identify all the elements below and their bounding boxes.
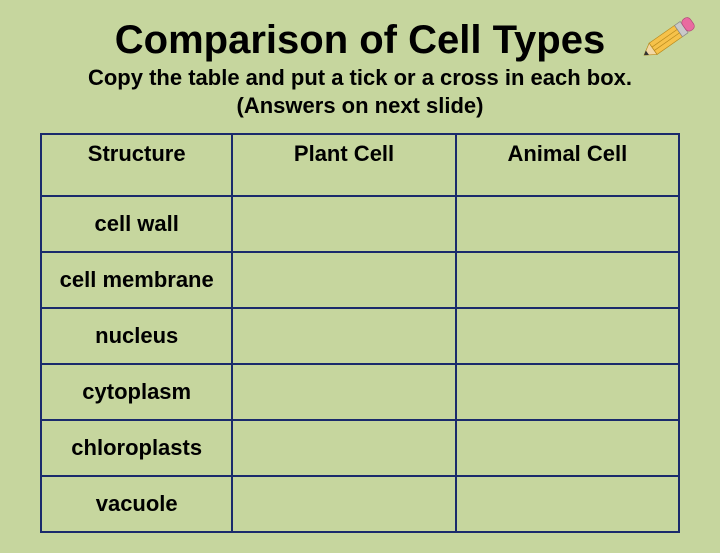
comparison-table: Structure Plant Cell Animal Cell cell wa… [40,133,680,533]
col-header-structure: Structure [41,134,232,196]
cell-plant [232,476,455,532]
cell-plant [232,252,455,308]
table-row: cell wall [41,196,679,252]
table-row: cell membrane [41,252,679,308]
cell-plant [232,196,455,252]
cell-animal [456,364,679,420]
slide-title: Comparison of Cell Types [40,18,680,62]
table-row: vacuole [41,476,679,532]
col-header-plant: Plant Cell [232,134,455,196]
table-row: chloroplasts [41,420,679,476]
col-header-animal: Animal Cell [456,134,679,196]
row-label: nucleus [41,308,232,364]
cell-animal [456,420,679,476]
table-header-row: Structure Plant Cell Animal Cell [41,134,679,196]
row-label: chloroplasts [41,420,232,476]
cell-animal [456,196,679,252]
pencil-icon [634,6,706,68]
row-label: cell membrane [41,252,232,308]
cell-plant [232,364,455,420]
cell-animal [456,252,679,308]
slide-subtitle: Copy the table and put a tick or a cross… [40,64,680,119]
row-label: cytoplasm [41,364,232,420]
row-label: vacuole [41,476,232,532]
slide: Comparison of Cell Types Copy the table … [0,0,720,553]
cell-animal [456,476,679,532]
table-row: cytoplasm [41,364,679,420]
cell-plant [232,308,455,364]
cell-plant [232,420,455,476]
table-row: nucleus [41,308,679,364]
cell-animal [456,308,679,364]
row-label: cell wall [41,196,232,252]
